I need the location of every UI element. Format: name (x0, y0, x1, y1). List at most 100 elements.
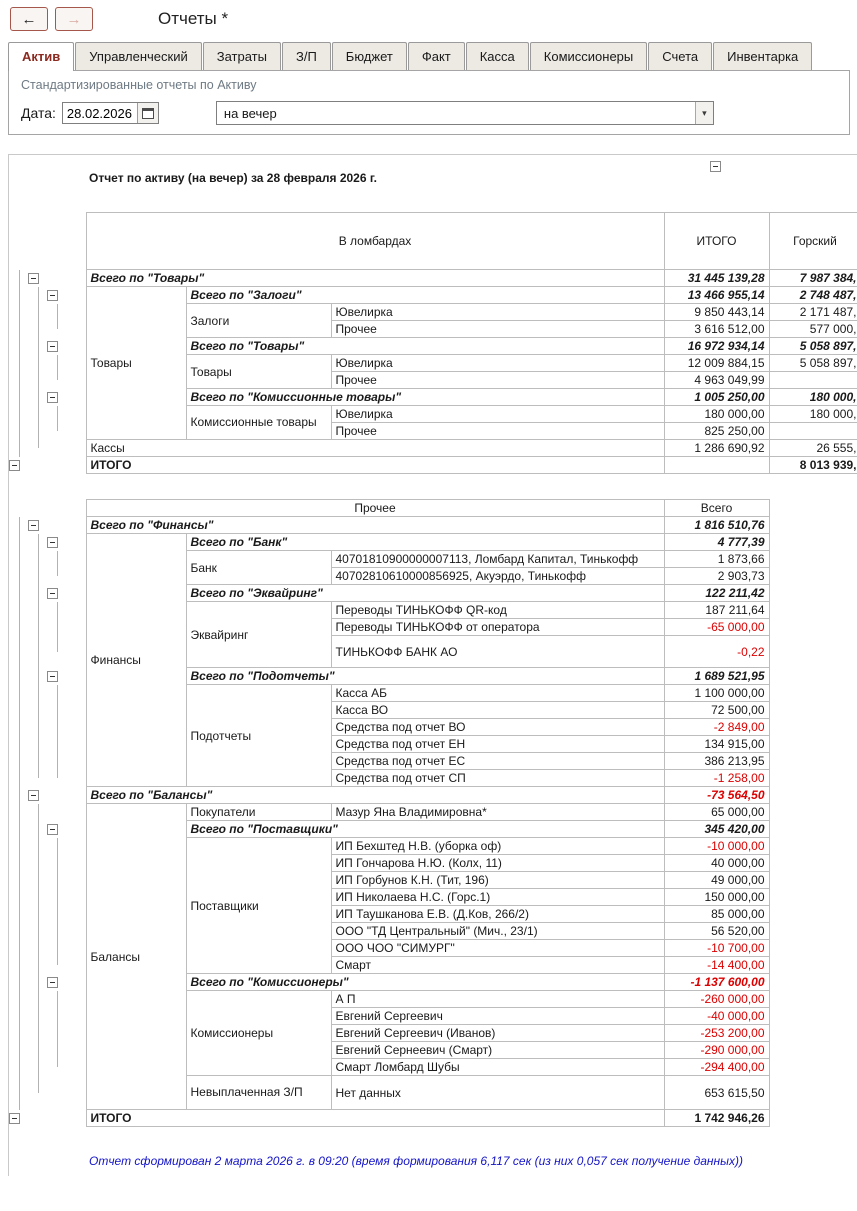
grid-cell[interactable]: 2 903,73 (663, 567, 770, 585)
grid-cell[interactable]: -1 137 600,00 (663, 973, 770, 991)
grid-cell[interactable]: -290 000,00 (663, 1041, 770, 1059)
grid-cell[interactable]: 180 000, (768, 388, 857, 406)
grid-cell[interactable]: 180 000,00 (663, 405, 770, 423)
forward-button[interactable]: → (55, 7, 93, 31)
grid-cell[interactable]: Переводы ТИНЬКОФФ QR-код (330, 601, 665, 619)
grid-cell[interactable]: 49 000,00 (663, 871, 770, 889)
grid-cell[interactable]: Комиссионеры (185, 990, 332, 1076)
grid-cell[interactable]: Прочее (330, 320, 665, 338)
collapse-toggle[interactable] (28, 270, 47, 287)
calendar-button[interactable] (136, 103, 158, 123)
grid-cell[interactable]: 56 520,00 (663, 922, 770, 940)
grid-cell[interactable]: 187 211,64 (663, 601, 770, 619)
grid-cell[interactable]: 2 171 487, (768, 303, 857, 321)
grid-cell[interactable]: ИП Горбунов К.Н. (Тит, 196) (330, 871, 665, 889)
grid-cell[interactable]: -10 000,00 (663, 837, 770, 855)
group-header-other[interactable]: Прочее (85, 499, 665, 517)
collapse-toggle[interactable] (47, 668, 66, 685)
tab-з/п[interactable]: З/П (281, 42, 331, 70)
grid-cell[interactable]: Всего по "Эквайринг" (185, 584, 665, 602)
grid-cell[interactable]: 1 873,66 (663, 550, 770, 568)
period-select[interactable]: на вечер ▾ (215, 101, 714, 125)
grid-cell[interactable]: ИП Бехштед Н.В. (уборка оф) (330, 837, 665, 855)
grid-cell[interactable]: Всего по "Подотчеты" (185, 667, 665, 685)
collapse-toggle[interactable] (9, 1110, 28, 1127)
grid-cell[interactable]: Переводы ТИНЬКОФФ от оператора (330, 618, 665, 636)
grid-cell[interactable]: ИП Таушканова Е.В. (Д.Ков, 266/2) (330, 905, 665, 923)
grid-cell[interactable]: -10 700,00 (663, 939, 770, 957)
grid-cell[interactable]: 3 616 512,00 (663, 320, 770, 338)
grid-cell[interactable]: Товары (185, 354, 332, 389)
grid-cell[interactable]: 150 000,00 (663, 888, 770, 906)
grid-cell[interactable]: Средства под отчет СП (330, 769, 665, 787)
grid-cell[interactable]: Прочее (330, 422, 665, 440)
tab-бюджет[interactable]: Бюджет (331, 42, 407, 70)
grid-cell[interactable] (768, 422, 857, 440)
grid-cell[interactable]: Касса АБ (330, 684, 665, 702)
collapse-toggle[interactable] (47, 585, 66, 602)
grid-cell[interactable]: Ювелирка (330, 303, 665, 321)
grid-cell[interactable]: 4 777,39 (663, 533, 770, 551)
grid-cell[interactable]: 5 058 897, (768, 337, 857, 355)
grid-cell[interactable]: Банк (185, 550, 332, 585)
col-header-gorskiy[interactable]: Горский (768, 212, 857, 270)
grid-cell[interactable]: -65 000,00 (663, 618, 770, 636)
tab-касса[interactable]: Касса (465, 42, 529, 70)
col-header-vsego[interactable]: Всего (663, 499, 770, 517)
grid-cell[interactable]: Всего по "Банк" (185, 533, 665, 551)
grand-total-label[interactable]: ИТОГО (85, 1109, 665, 1127)
grid-cell[interactable]: 26 555, (768, 439, 857, 457)
collapse-toggle[interactable] (9, 457, 28, 474)
grid-cell[interactable]: 577 000, (768, 320, 857, 338)
collapse-toggle[interactable] (47, 338, 66, 355)
grid-cell[interactable]: Невыплаченная З/П (185, 1075, 332, 1110)
tab-факт[interactable]: Факт (407, 42, 465, 70)
grid-cell[interactable]: 40702810610000856925, Акуэрдо, Тинькофф (330, 567, 665, 585)
collapse-toggle[interactable] (28, 787, 47, 804)
tab-управленческий[interactable]: Управленческий (75, 42, 202, 70)
grid-cell[interactable]: 2 748 487, (768, 286, 857, 304)
grid-cell[interactable]: Всего по "Поставщики" (185, 820, 665, 838)
grand-total-label[interactable]: ИТОГО (85, 456, 665, 474)
grid-cell[interactable]: 8 013 939, (768, 456, 857, 474)
grid-cell[interactable]: 72 500,00 (663, 701, 770, 719)
grid-cell[interactable]: Всего по "Комиссионные товары" (185, 388, 665, 406)
grid-cell[interactable]: 345 420,00 (663, 820, 770, 838)
grid-cell[interactable]: -294 400,00 (663, 1058, 770, 1076)
grid-cell[interactable]: Всего по "Балансы" (85, 786, 665, 804)
grid-cell[interactable]: Евгений Сергеевич (330, 1007, 665, 1025)
tab-актив[interactable]: Актив (8, 42, 75, 71)
grid-cell[interactable]: 13 466 955,14 (663, 286, 770, 304)
grid-cell[interactable]: 1 816 510,76 (663, 516, 770, 534)
grid-cell[interactable]: -40 000,00 (663, 1007, 770, 1025)
collapse-toggle[interactable] (47, 974, 66, 991)
grid-cell[interactable]: 40 000,00 (663, 854, 770, 872)
grid-cell[interactable]: Поставщики (185, 837, 332, 974)
grid-cell[interactable]: -2 849,00 (663, 718, 770, 736)
grid-cell[interactable]: Кассы (85, 439, 665, 457)
grid-cell[interactable]: Покупатели (185, 803, 332, 821)
grid-cell[interactable]: Средства под отчет ЕН (330, 735, 665, 753)
grid-cell[interactable]: ИП Николаева Н.С. (Горс.1) (330, 888, 665, 906)
grid-cell[interactable]: 9 850 443,14 (663, 303, 770, 321)
grid-cell[interactable]: Комиссионные товары (185, 405, 332, 440)
grid-cell[interactable]: Всего по "Залоги" (185, 286, 665, 304)
grid-cell[interactable]: 12 009 884,15 (663, 354, 770, 372)
tab-инвентарка[interactable]: Инвентарка (713, 42, 813, 70)
grid-cell[interactable]: 1 005 250,00 (663, 388, 770, 406)
grid-cell[interactable]: Евгений Сернеевич (Смарт) (330, 1041, 665, 1059)
grid-cell[interactable] (768, 371, 857, 389)
grid-cell[interactable]: -260 000,00 (663, 990, 770, 1008)
collapse-toggle[interactable] (47, 821, 66, 838)
grid-cell[interactable]: 1 689 521,95 (663, 667, 770, 685)
grid-cell[interactable]: 1 100 000,00 (663, 684, 770, 702)
grid-cell[interactable]: Касса ВО (330, 701, 665, 719)
grid-cell[interactable]: Евгений Сергеевич (Иванов) (330, 1024, 665, 1042)
grid-cell[interactable]: 1 286 690,92 (663, 439, 770, 457)
grid-cell[interactable]: Мазур Яна Владимировна* (330, 803, 665, 821)
grid-cell[interactable]: Всего по "Товары" (185, 337, 665, 355)
grid-cell[interactable]: Прочее (330, 371, 665, 389)
grid-cell[interactable]: 31 445 139,28 (663, 269, 770, 287)
grid-cell[interactable]: Средства под отчет ВО (330, 718, 665, 736)
grid-cell[interactable]: 16 972 934,14 (663, 337, 770, 355)
